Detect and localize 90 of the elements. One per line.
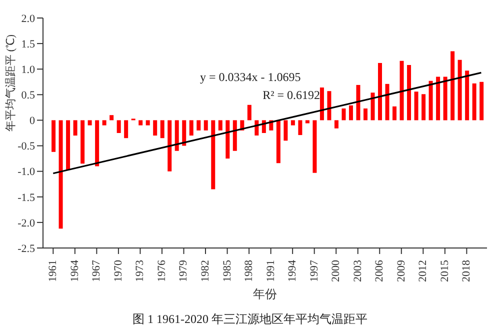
x-tick-label: 2015 (438, 260, 451, 282)
y-tick-label: -2.5 (18, 242, 36, 255)
bar (458, 60, 462, 120)
bar (436, 76, 440, 120)
bar (124, 120, 128, 138)
bar (378, 62, 382, 120)
x-tick-label: 1991 (264, 260, 277, 282)
x-tick-label: 1994 (286, 260, 299, 282)
y-axis-title: 年平均气温距平 (℃) (5, 34, 17, 132)
bar (182, 120, 186, 146)
bar (247, 104, 252, 120)
bar (211, 120, 216, 190)
bar (146, 120, 150, 126)
bar (312, 120, 317, 173)
bar (204, 120, 208, 130)
bar (80, 120, 85, 164)
y-tick-label: 1.0 (21, 64, 36, 76)
annotation: y = 0.0334x - 1.0695 (200, 70, 302, 85)
bar (160, 120, 164, 138)
x-tick-label: 2003 (352, 260, 364, 282)
text: 图 1 1961-2020 年三江源地区年平均气温距平 (132, 311, 368, 328)
y-tick-label: 0 (30, 115, 36, 128)
bar (196, 120, 201, 130)
bar (428, 80, 433, 120)
bar (298, 120, 302, 136)
x-axis-title: 年份 (253, 287, 277, 301)
bar (305, 120, 310, 124)
bar (342, 108, 346, 120)
x-tick-label: 1967 (90, 260, 103, 282)
bar (327, 91, 332, 120)
bar (102, 120, 106, 126)
bar (392, 106, 397, 120)
bar (414, 92, 418, 120)
bar (443, 76, 448, 120)
bar (284, 120, 288, 141)
x-tick-label: 2018 (460, 260, 473, 282)
bar (110, 115, 114, 120)
bar (407, 65, 412, 120)
bar (276, 120, 280, 164)
bar (422, 94, 426, 120)
bar (116, 120, 121, 133)
bar (138, 120, 143, 126)
bar (385, 84, 390, 120)
bar (370, 92, 375, 120)
bar (320, 88, 324, 120)
bar (88, 120, 92, 126)
y-tick-label: -2.0 (18, 217, 36, 230)
y-tick-label: -1.5 (18, 192, 36, 204)
x-tick-label: 1970 (112, 260, 124, 282)
bar (66, 120, 70, 170)
bar (189, 120, 194, 136)
bar (356, 84, 360, 120)
x-tick-label: 1985 (221, 260, 234, 282)
bar (290, 120, 295, 126)
y-tick-label: 1.5 (21, 38, 36, 50)
x-tick-label: 1988 (243, 260, 256, 282)
annotation: R² = 0.6192 (262, 88, 320, 103)
bar (174, 120, 179, 151)
bar (153, 120, 158, 136)
x-tick-label: 1976 (156, 260, 168, 282)
x-tick-label: 1979 (178, 260, 190, 282)
bar (334, 120, 338, 128)
bar (58, 120, 63, 229)
bar (52, 120, 56, 152)
bar (232, 120, 237, 151)
bar (363, 108, 368, 120)
x-tick-label: 1964 (68, 260, 81, 282)
bar (226, 120, 230, 159)
bar (400, 60, 404, 120)
x-tick-label: 1982 (200, 260, 212, 282)
x-tick-label: 1961 (47, 260, 60, 282)
x-tick-label: 1973 (134, 260, 146, 282)
bar (465, 70, 470, 120)
bar (168, 120, 172, 172)
x-tick-label: 2012 (417, 260, 430, 282)
bar (348, 105, 353, 120)
x-tick-label: 1997 (308, 260, 320, 282)
bar (218, 120, 222, 130)
bar (472, 83, 476, 120)
x-tick-label: 2006 (374, 260, 386, 282)
bar (480, 82, 484, 120)
bar (95, 120, 100, 166)
y-tick-label: -1.0 (18, 166, 36, 178)
bar (73, 120, 78, 136)
x-tick-label: 2009 (395, 260, 408, 282)
y-tick-label: 0.5 (21, 90, 36, 102)
x-tick-label: 2000 (330, 260, 342, 282)
y-tick-label: -0.5 (18, 140, 36, 153)
bar (450, 51, 455, 120)
y-tick-label: 2.0 (21, 12, 36, 25)
